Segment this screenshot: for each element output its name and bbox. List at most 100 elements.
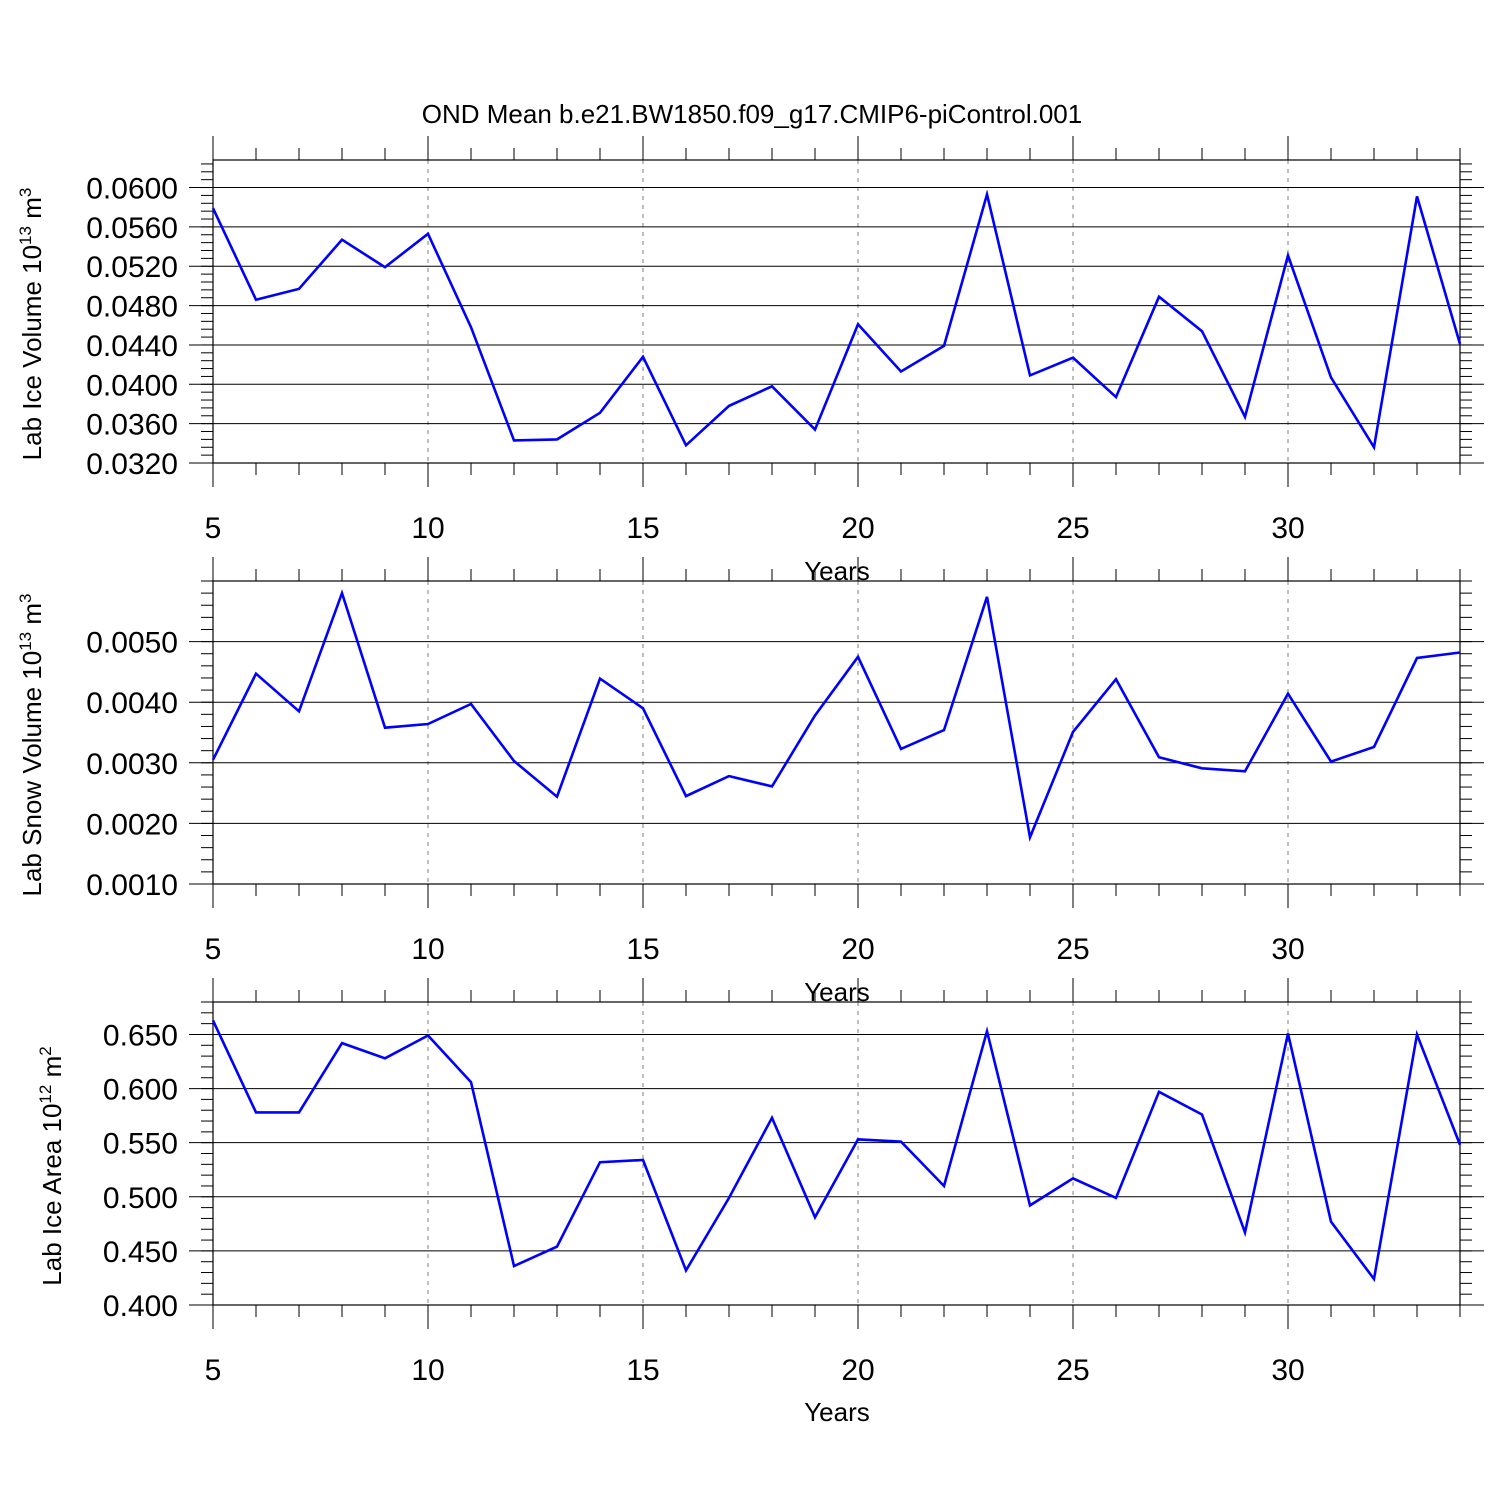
data-point xyxy=(1114,677,1118,681)
data-point xyxy=(1157,755,1161,759)
data-point xyxy=(1372,745,1376,749)
ice-area-panel: Lab Ice Area 1012 m2 Years 5 10 15 20 25 30 0.… xyxy=(36,978,1484,1427)
data-point xyxy=(770,784,774,788)
data-point xyxy=(942,344,946,348)
data-point xyxy=(297,1110,301,1114)
data-point xyxy=(1200,766,1204,770)
y-tick-label: 0.0560 xyxy=(86,212,178,245)
data-point xyxy=(512,438,516,442)
x-tick-label: 30 xyxy=(1271,933,1304,966)
chart-title: OND Mean b.e21.BW1850.f09_g17.CMIP6-piCo… xyxy=(422,99,1082,129)
data-point xyxy=(383,265,387,269)
data-point xyxy=(856,1137,860,1141)
x-tick-label: 25 xyxy=(1056,512,1089,545)
y-tick-label: 0.0010 xyxy=(86,869,178,902)
data-point xyxy=(1028,835,1032,839)
data-point xyxy=(469,1080,473,1084)
y-tick-label: 0.0040 xyxy=(86,687,178,720)
data-point xyxy=(469,702,473,706)
x-tick-label: 30 xyxy=(1271,512,1304,545)
y-tick-label: 0.0020 xyxy=(86,808,178,841)
data-point xyxy=(1458,651,1462,655)
x-tick-label: 15 xyxy=(626,933,659,966)
data-point xyxy=(426,1034,430,1038)
ice-area-xlabel: Years xyxy=(804,1397,870,1427)
snow-volume-series-line xyxy=(211,589,1461,842)
data-point xyxy=(555,1245,559,1249)
data-point xyxy=(383,1056,387,1060)
data-point xyxy=(899,370,903,374)
data-point xyxy=(598,677,602,681)
data-point xyxy=(555,437,559,441)
y-tick-label: 0.400 xyxy=(103,1290,178,1323)
ice-volume-ylabel: Lab Ice Volume 1013 m3 xyxy=(16,188,47,461)
y-tick-label: 0.600 xyxy=(103,1074,178,1107)
x-tick-label: 15 xyxy=(626,1354,659,1387)
x-tick-label: 25 xyxy=(1056,1354,1089,1387)
data-point xyxy=(1286,692,1290,696)
ice-area-series-line xyxy=(211,1019,1462,1283)
y-tick-label: 0.0400 xyxy=(86,369,178,402)
y-tick-label: 0.0520 xyxy=(86,251,178,284)
data-point xyxy=(727,404,731,408)
data-point xyxy=(856,655,860,659)
data-point xyxy=(1372,445,1376,449)
y-tick-label: 0.0050 xyxy=(86,627,178,660)
ice-area-ylabel: Lab Ice Area 1012 m2 xyxy=(36,1046,67,1285)
data-point xyxy=(426,232,430,236)
data-point xyxy=(211,1018,215,1022)
data-point xyxy=(1458,342,1462,346)
data-point xyxy=(1114,395,1118,399)
data-point xyxy=(297,709,301,713)
data-point xyxy=(340,1041,344,1045)
data-point xyxy=(1200,329,1204,333)
x-tick-label: 5 xyxy=(205,933,222,966)
data-point xyxy=(684,794,688,798)
data-point xyxy=(1071,1176,1075,1180)
data-point xyxy=(598,1160,602,1164)
data-point xyxy=(856,322,860,326)
data-point xyxy=(1028,373,1032,377)
data-point xyxy=(641,706,645,710)
data-point xyxy=(512,759,516,763)
data-point xyxy=(899,1140,903,1144)
data-point xyxy=(211,758,215,762)
data-point xyxy=(1329,760,1333,764)
data-point xyxy=(1458,1143,1462,1147)
data-point xyxy=(469,325,473,329)
data-point xyxy=(1157,1090,1161,1094)
data-point xyxy=(1372,1277,1376,1281)
data-point xyxy=(942,728,946,732)
data-point xyxy=(1114,1196,1118,1200)
y-tick-label: 0.0030 xyxy=(86,748,178,781)
x-tick-label: 15 xyxy=(626,512,659,545)
x-tick-label: 5 xyxy=(205,512,222,545)
y-tick-label: 0.450 xyxy=(103,1236,178,1269)
data-point xyxy=(727,1196,731,1200)
data-point xyxy=(727,774,731,778)
data-point xyxy=(684,1268,688,1272)
data-point xyxy=(1286,253,1290,257)
data-point xyxy=(555,795,559,799)
data-point xyxy=(1243,769,1247,773)
data-point xyxy=(1243,415,1247,419)
data-point xyxy=(211,206,215,210)
data-point xyxy=(942,1184,946,1188)
x-tick-label: 30 xyxy=(1271,1354,1304,1387)
data-point xyxy=(1200,1113,1204,1117)
data-point xyxy=(813,428,817,432)
data-point xyxy=(641,355,645,359)
y-tick-label: 0.500 xyxy=(103,1182,178,1215)
data-point xyxy=(512,1264,516,1268)
data-point xyxy=(899,747,903,751)
data-point xyxy=(1415,194,1419,198)
y-tick-label: 0.0320 xyxy=(86,448,178,481)
x-tick-label: 10 xyxy=(411,512,444,545)
ice-volume-series-line xyxy=(211,189,1462,451)
snow-volume-panel: Lab Snow Volume 1013 m3 Years 5 10 15 20 25 3… xyxy=(16,557,1484,1007)
x-tick-label: 20 xyxy=(841,1354,874,1387)
data-point xyxy=(985,192,989,196)
data-point xyxy=(1286,1031,1290,1035)
data-point xyxy=(254,1110,258,1114)
y-tick-label: 0.0600 xyxy=(86,173,178,206)
